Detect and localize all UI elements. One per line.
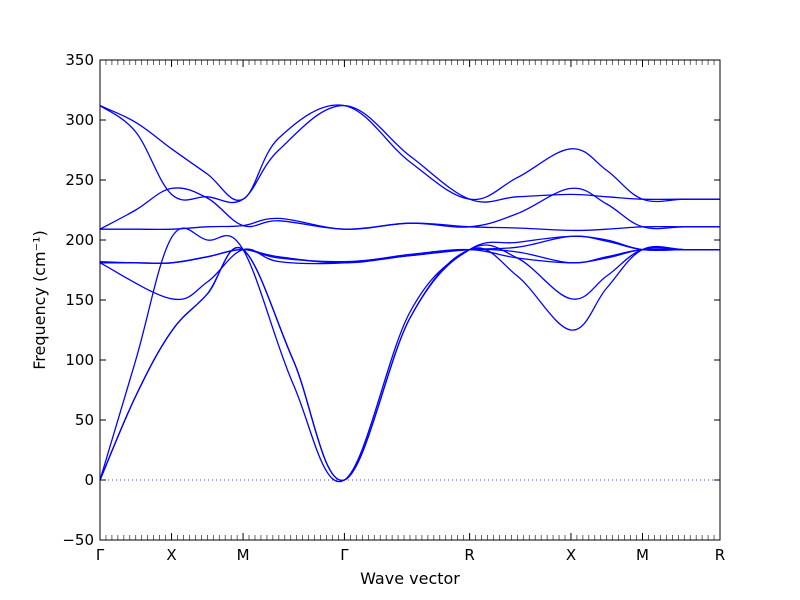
y-tick-label: 300 (65, 111, 94, 129)
x-axis-label: Wave vector (360, 569, 460, 588)
y-axis-label: Frequency (cm⁻¹) (30, 230, 49, 369)
y-tick-label: 0 (84, 471, 94, 489)
x-tick-label: Γ (96, 546, 105, 564)
y-axis: −50 0 50 100 150 200 250 300 350 (62, 51, 720, 549)
y-tick-label: 150 (65, 291, 94, 309)
x-tick-label: X (566, 546, 576, 564)
x-tick-label: Γ (340, 546, 349, 564)
band-line-2 (99, 244, 720, 481)
y-tick-label: 50 (75, 411, 94, 429)
band-line-10 (99, 104, 720, 203)
band-line-8 (100, 217, 720, 232)
band-line-9 (99, 104, 720, 204)
x-tick-label: X (166, 546, 176, 564)
y-tick-label: −50 (62, 531, 94, 549)
x-tick-label: M (237, 546, 250, 564)
y-tick-label: 100 (65, 351, 94, 369)
x-tick-label: R (464, 546, 474, 564)
y-tick-label: 350 (65, 51, 94, 69)
band-line-3 (99, 227, 720, 483)
band-lines (99, 104, 720, 483)
x-tick-label: M (636, 546, 649, 564)
y-tick-label: 250 (65, 171, 94, 189)
y-tick-label: 200 (65, 231, 94, 249)
band-line-6 (99, 248, 720, 264)
x-tick-label: R (715, 546, 725, 564)
